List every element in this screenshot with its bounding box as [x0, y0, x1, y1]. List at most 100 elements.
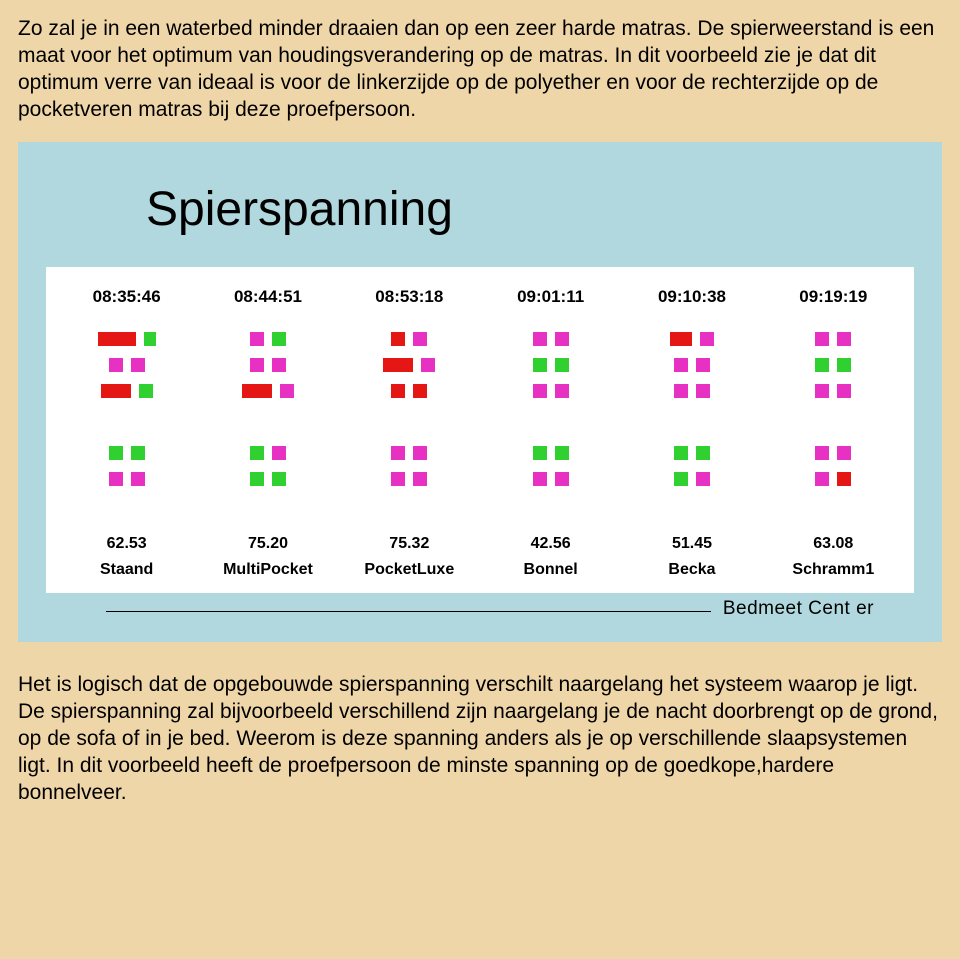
- marker-cell: [339, 329, 480, 349]
- marker-cell: [763, 381, 904, 401]
- marker-block: [250, 446, 264, 460]
- label-cell: PocketLuxe: [339, 557, 480, 583]
- label-cell: Bonnel: [480, 557, 621, 583]
- marker-block: [109, 446, 123, 460]
- marker-cell: [480, 355, 621, 375]
- marker-block: [413, 446, 427, 460]
- marker-row: [56, 355, 904, 375]
- marker-cell: [197, 355, 338, 375]
- marker-row: [56, 443, 904, 463]
- value-cell: 75.32: [339, 525, 480, 557]
- marker-block: [837, 472, 851, 486]
- chart-panel: Spierspanning 08:35:4608:44:5108:53:1809…: [18, 142, 942, 643]
- marker-block: [391, 384, 405, 398]
- time-cell: 09:19:19: [763, 279, 904, 323]
- label-cell: Staand: [56, 557, 197, 583]
- marker-block: [555, 446, 569, 460]
- marker-block: [815, 332, 829, 346]
- marker-block: [250, 332, 264, 346]
- time-cell: 09:10:38: [621, 279, 762, 323]
- marker-block: [555, 332, 569, 346]
- marker-cell: [56, 355, 197, 375]
- marker-block: [131, 358, 145, 372]
- outro-paragraph: Het is logisch dat de opgebouwde spiersp…: [18, 672, 942, 806]
- marker-cell: [621, 355, 762, 375]
- marker-cell: [763, 469, 904, 489]
- value-row: 62.5375.2075.3242.5651.4563.08: [56, 525, 904, 557]
- marker-row: [56, 329, 904, 349]
- marker-cell: [56, 329, 197, 349]
- marker-block: [533, 332, 547, 346]
- marker-block: [555, 472, 569, 486]
- label-cell: MultiPocket: [197, 557, 338, 583]
- marker-block: [837, 446, 851, 460]
- marker-cell: [197, 443, 338, 463]
- marker-block: [383, 358, 413, 372]
- label-cell: Becka: [621, 557, 762, 583]
- marker-cell: [339, 381, 480, 401]
- marker-block: [837, 332, 851, 346]
- marker-cell: [480, 469, 621, 489]
- marker-block: [696, 384, 710, 398]
- value-cell: 63.08: [763, 525, 904, 557]
- value-cell: 75.20: [197, 525, 338, 557]
- marker-cell: [480, 381, 621, 401]
- marker-cell: [621, 329, 762, 349]
- marker-cell: [56, 381, 197, 401]
- value-cell: 42.56: [480, 525, 621, 557]
- time-cell: 08:35:46: [56, 279, 197, 323]
- marker-block: [815, 446, 829, 460]
- marker-block: [272, 358, 286, 372]
- marker-block: [533, 358, 547, 372]
- marker-block: [815, 384, 829, 398]
- marker-block: [98, 332, 136, 346]
- marker-block: [144, 332, 156, 346]
- marker-cell: [763, 355, 904, 375]
- time-cell: 08:53:18: [339, 279, 480, 323]
- marker-cell: [197, 469, 338, 489]
- marker-cell: [621, 469, 762, 489]
- time-row: 08:35:4608:44:5108:53:1809:01:1109:10:38…: [56, 279, 904, 323]
- marker-block: [131, 472, 145, 486]
- marker-cell: [480, 329, 621, 349]
- marker-block: [101, 384, 131, 398]
- label-cell: Schramm1: [763, 557, 904, 583]
- value-cell: 51.45: [621, 525, 762, 557]
- time-cell: 09:01:11: [480, 279, 621, 323]
- marker-block: [815, 472, 829, 486]
- chart-footer-rule: Bedmeet Cent er: [106, 611, 854, 612]
- intro-paragraph: Zo zal je in een waterbed minder draaien…: [18, 16, 942, 124]
- marker-cell: [56, 443, 197, 463]
- marker-block: [837, 384, 851, 398]
- marker-block: [250, 472, 264, 486]
- value-cell: 62.53: [56, 525, 197, 557]
- marker-block: [700, 332, 714, 346]
- marker-block: [109, 358, 123, 372]
- marker-block: [696, 446, 710, 460]
- time-cell: 08:44:51: [197, 279, 338, 323]
- marker-block: [670, 332, 692, 346]
- chart-body: 08:35:4608:44:5108:53:1809:01:1109:10:38…: [46, 267, 914, 594]
- marker-block: [272, 332, 286, 346]
- marker-block: [242, 384, 272, 398]
- marker-block: [674, 384, 688, 398]
- spacer: [56, 407, 904, 437]
- marker-block: [272, 472, 286, 486]
- marker-block: [815, 358, 829, 372]
- marker-block: [109, 472, 123, 486]
- marker-cell: [763, 443, 904, 463]
- marker-block: [696, 472, 710, 486]
- marker-block: [674, 446, 688, 460]
- marker-cell: [56, 469, 197, 489]
- marker-block: [696, 358, 710, 372]
- marker-cell: [621, 443, 762, 463]
- marker-block: [837, 358, 851, 372]
- marker-cell: [197, 381, 338, 401]
- marker-block: [533, 446, 547, 460]
- marker-block: [272, 446, 286, 460]
- page: Zo zal je in een waterbed minder draaien…: [0, 0, 960, 847]
- marker-block: [421, 358, 435, 372]
- marker-block: [533, 472, 547, 486]
- marker-cell: [480, 443, 621, 463]
- marker-block: [555, 358, 569, 372]
